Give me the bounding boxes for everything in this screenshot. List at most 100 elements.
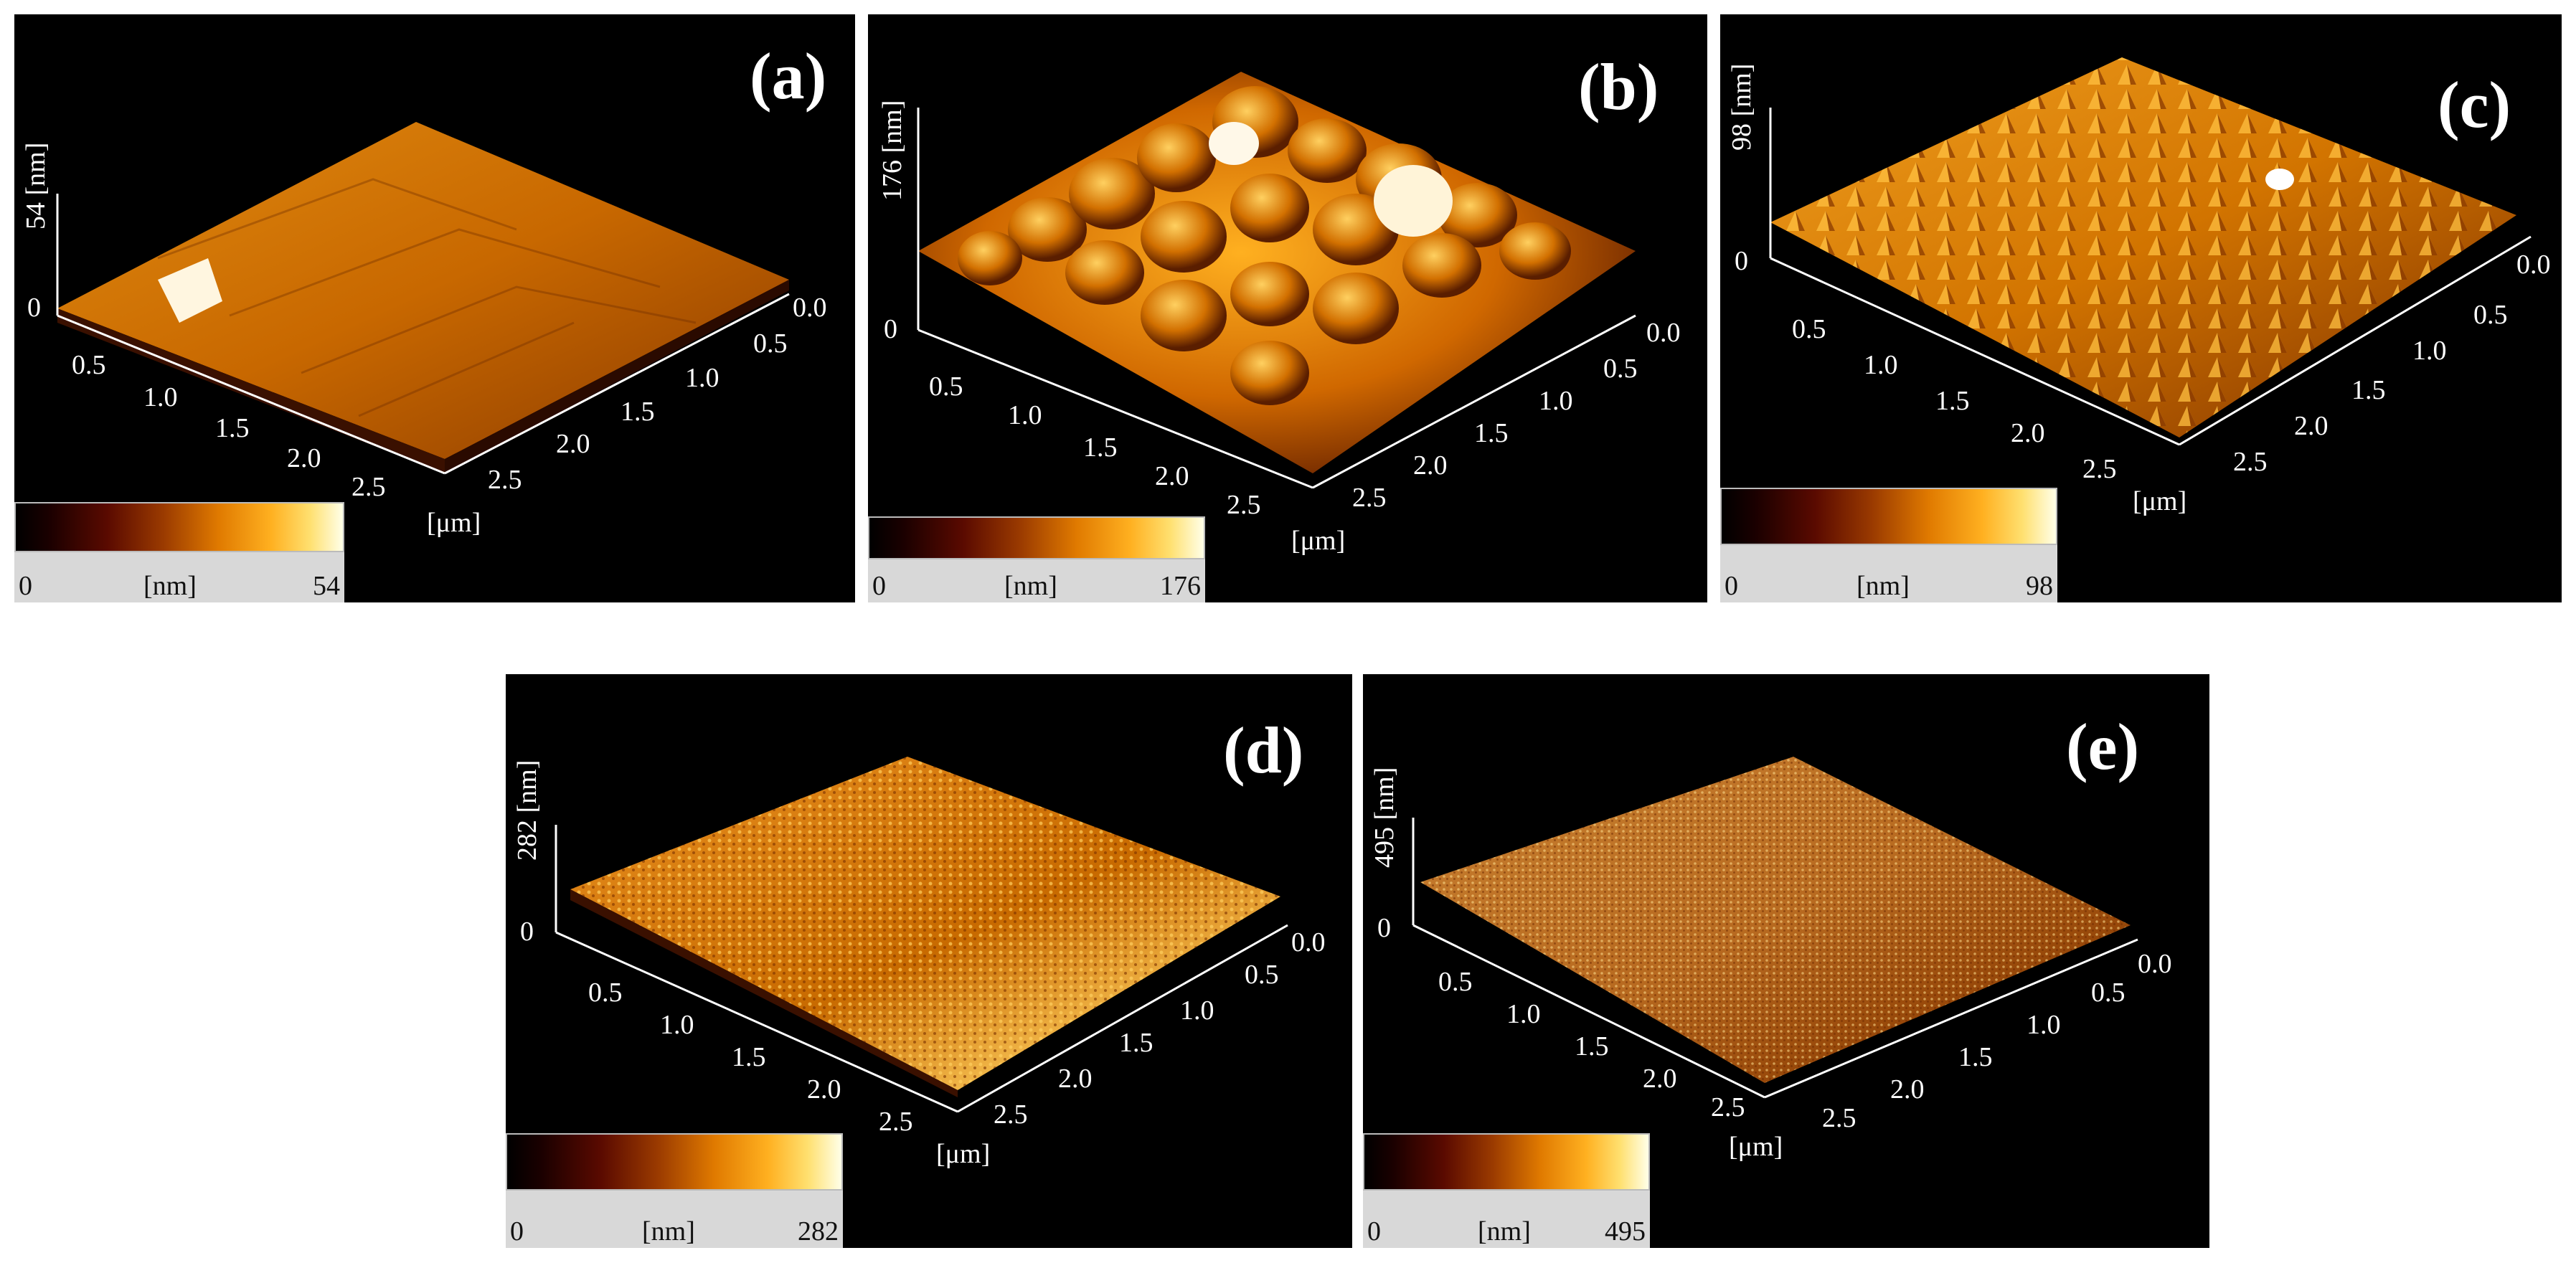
height-colorbar: 0 [nm] 176 [868,516,1205,602]
y-tick: 2.0 [556,429,590,459]
y-tick: 0.0 [2516,250,2551,280]
colorbar-max: 282 [798,1216,839,1247]
y-tick: 1.0 [1180,995,1214,1026]
x-tick: 1.0 [1506,999,1541,1029]
y-tick: 2.5 [488,465,522,495]
y-tick: 1.0 [2027,1010,2061,1040]
y-tick: 2.0 [2294,411,2329,441]
y-tick: 1.0 [2412,336,2447,366]
y-tick: 0.5 [2473,300,2508,330]
height-colorbar: 0 [nm] 98 [1720,488,2057,602]
z-axis-label: 54 [nm] [21,142,51,230]
y-tick: 2.5 [1822,1103,1856,1133]
colorbar-min: 0 [510,1216,524,1247]
afm-panel-e: (e) 495 [nm] 0 0.5 1.0 1.5 2.0 2.5 0.0 0… [1363,674,2209,1248]
x-tick: 0.5 [929,372,963,402]
xy-unit: [μm] [936,1139,991,1169]
xy-unit: [μm] [1291,526,1346,556]
colorbar-max: 495 [1605,1216,1646,1247]
y-tick: 0.5 [753,328,788,359]
colorbar-unit: [nm] [1856,571,1910,601]
x-tick: 0.5 [1792,314,1826,344]
x-tick: 1.0 [143,382,178,412]
x-tick: 2.0 [1643,1064,1677,1094]
y-tick: 0.5 [2091,978,2126,1008]
x-tick: 1.5 [1935,386,1970,416]
y-tick: 2.0 [1890,1074,1925,1104]
y-tick: 0.0 [793,293,827,323]
afm-panel-d: (d) 282 [nm] 0 0.5 1.0 1.5 2.0 2.5 0.0 0… [506,674,1352,1248]
x-tick: 1.5 [1083,432,1118,463]
x-tick: 2.0 [287,443,321,473]
x-tick: 2.5 [1227,490,1261,520]
afm-surface-b [917,72,1636,489]
y-tick: 2.0 [1413,450,1448,481]
y-tick: 1.5 [1958,1042,1993,1072]
y-tick: 0.0 [1646,318,1681,348]
z-axis-zero: 0 [1377,913,1391,943]
z-axis-zero: 0 [1735,246,1748,276]
afm-panel-b: (b) 176 [nm] 0 0.5 1.0 1.5 2.0 2.5 0.0 0… [868,14,1707,602]
colorbar-max: 98 [2026,571,2053,601]
y-tick: 0.0 [2138,949,2172,979]
y-tick: 1.5 [621,397,655,427]
colorbar-min: 0 [19,571,32,601]
colorbar-unit: [nm] [1004,571,1057,601]
x-tick: 1.0 [1864,350,1898,380]
y-tick: 1.0 [685,363,720,393]
y-tick: 0.5 [1245,960,1279,990]
height-colorbar: 0 [nm] 495 [1363,1133,1650,1248]
xy-unit: [μm] [1729,1132,1783,1162]
z-axis-label: 282 [nm] [512,760,542,861]
x-tick: 2.0 [1155,461,1189,491]
colorbar-unit: [nm] [642,1216,695,1247]
afm-surface-d [555,757,1288,1113]
y-tick: 1.5 [1119,1028,1153,1058]
height-colorbar: 0 [nm] 54 [14,502,344,602]
x-tick: 2.0 [2011,418,2045,448]
y-tick: 2.5 [1352,483,1387,513]
panel-label: (b) [1578,50,1659,123]
x-tick: 0.5 [72,350,106,380]
colorbar-max: 176 [1160,571,1201,601]
panel-label: (d) [1223,714,1304,787]
x-tick: 0.5 [588,978,623,1008]
x-tick: 1.0 [1008,400,1042,430]
x-tick: 2.5 [2082,454,2117,484]
x-tick: 1.0 [660,1010,694,1040]
colorbar-unit: [nm] [143,571,197,601]
y-tick: 1.5 [2351,375,2386,405]
z-axis-zero: 0 [27,293,41,323]
y-tick: 2.5 [994,1099,1028,1130]
panel-label: (a) [750,39,827,113]
y-tick: 1.0 [1539,386,1573,416]
afm-panel-c: (c) 98 [nm] 0 0.5 1.0 1.5 2.0 2.5 0.0 0.… [1720,14,2562,602]
y-tick: 0.0 [1291,927,1326,957]
afm-surface-e [1412,757,2138,1099]
y-tick: 2.0 [1058,1064,1093,1094]
x-tick: 1.5 [732,1042,766,1072]
z-axis-label: 176 [nm] [877,100,907,201]
xy-unit: [μm] [2133,486,2187,516]
z-axis-zero: 0 [884,314,897,344]
colorbar-min: 0 [872,571,886,601]
z-axis-label: 98 [nm] [1727,63,1757,151]
x-tick: 2.5 [879,1107,913,1137]
colorbar-unit: [nm] [1478,1216,1531,1247]
height-colorbar: 0 [nm] 282 [506,1133,843,1248]
panel-label: (c) [2438,68,2511,141]
y-tick: 0.5 [1603,354,1638,384]
afm-panel-a: (a) 54 [nm] 0 0.5 1.0 1.5 2.0 2.5 0.0 0.… [14,14,855,602]
y-tick: 2.5 [2233,447,2268,477]
z-axis-label: 495 [nm] [1369,767,1400,868]
z-axis-zero: 0 [520,917,534,947]
afm-surface-c [1769,57,2532,446]
panel-label: (e) [2066,710,2140,783]
colorbar-min: 0 [1367,1216,1381,1247]
x-tick: 2.5 [352,472,386,502]
x-tick: 2.0 [807,1074,841,1104]
x-tick: 2.5 [1711,1092,1745,1122]
colorbar-min: 0 [1725,571,1738,601]
colorbar-max: 54 [313,571,340,601]
x-tick: 1.5 [1575,1031,1609,1061]
